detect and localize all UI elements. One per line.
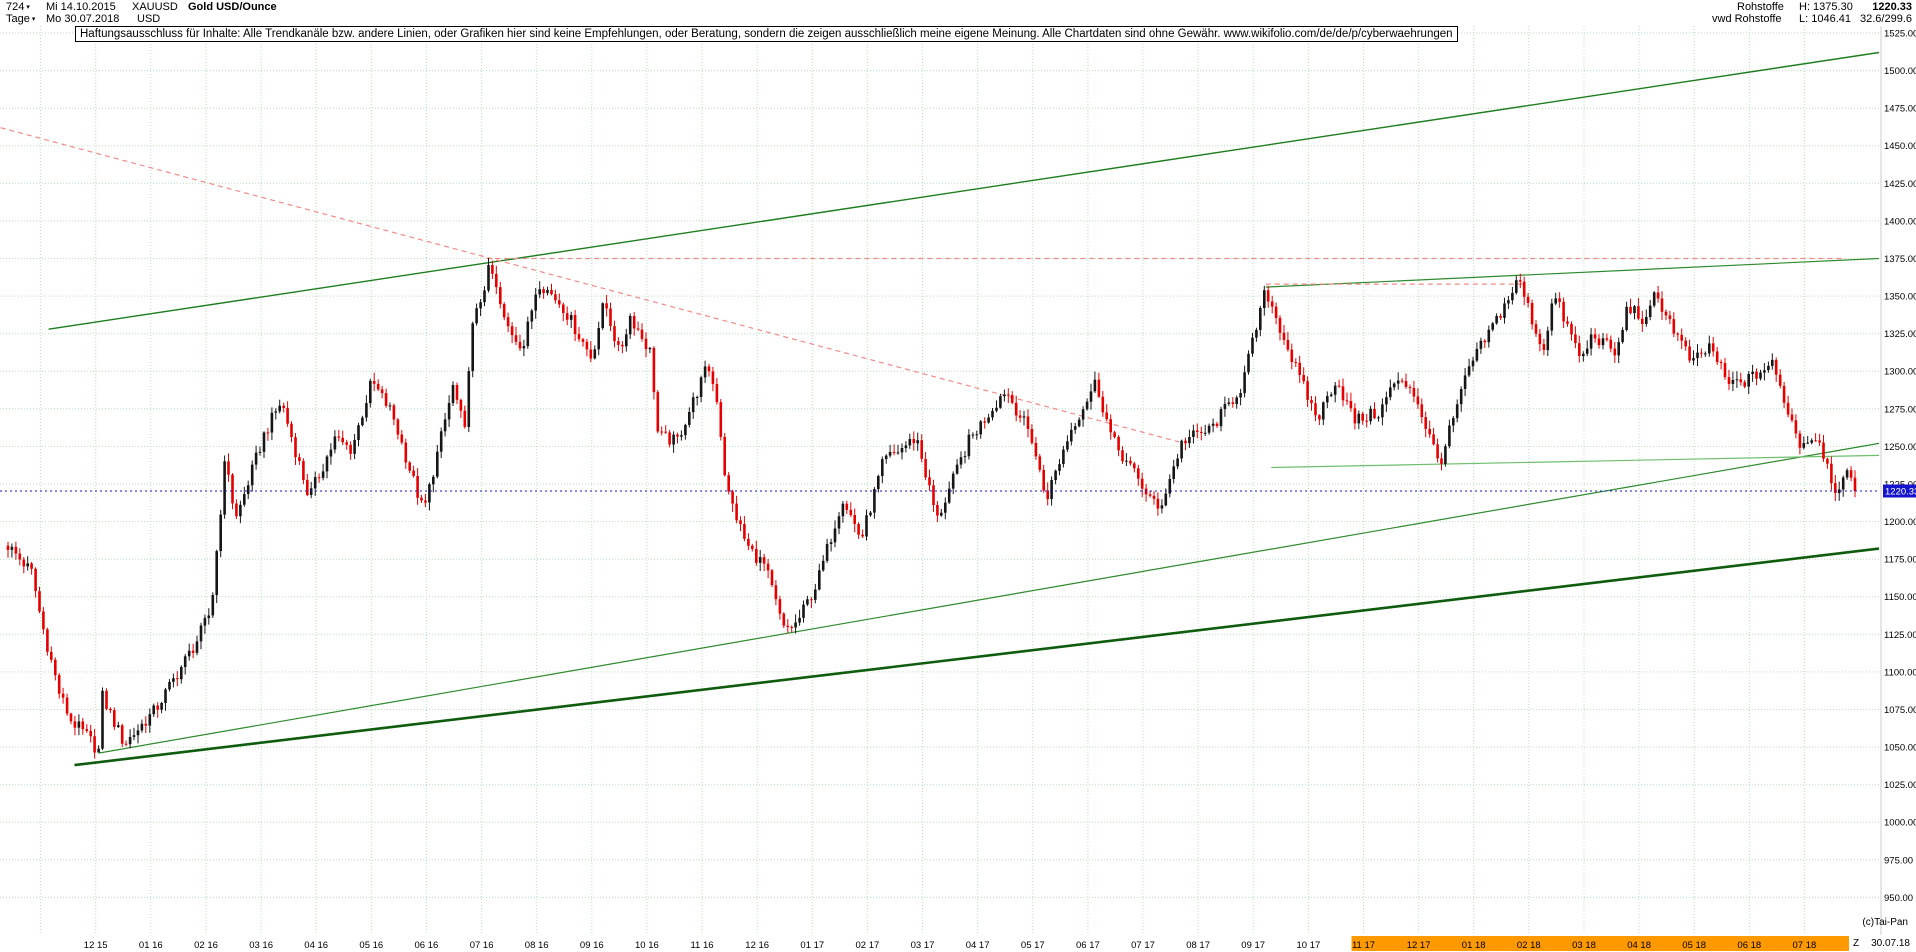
- svg-text:1475.00: 1475.00: [1884, 104, 1916, 115]
- svg-text:1500.00: 1500.00: [1884, 66, 1916, 77]
- bars-count-dropdown[interactable]: 724 ▾: [6, 1, 30, 14]
- instrument-name: Gold USD/Ounce: [188, 1, 277, 13]
- svg-text:1125.00: 1125.00: [1884, 630, 1916, 641]
- trendlines: [0, 51, 1880, 767]
- svg-text:06 16: 06 16: [415, 940, 439, 951]
- highlighted-period: [1351, 936, 1849, 951]
- symbol-label: XAUUSD: [132, 1, 178, 13]
- high-value-label: H: 1375.30: [1799, 1, 1853, 13]
- candles: [6, 258, 1857, 759]
- svg-text:11 16: 11 16: [690, 940, 713, 951]
- copyright-label: (c)Tai-Pan: [1862, 917, 1908, 928]
- svg-text:1425.00: 1425.00: [1884, 179, 1916, 190]
- end-date-label: Mo 30.07.2018: [46, 13, 120, 25]
- svg-text:02 17: 02 17: [856, 940, 880, 951]
- svg-text:05 16: 05 16: [359, 940, 383, 951]
- svg-text:01 17: 01 17: [800, 940, 824, 951]
- trendline-upper-channel: [48, 51, 1880, 330]
- svg-text:1350.00: 1350.00: [1884, 292, 1916, 303]
- svg-text:1525.00: 1525.00: [1884, 29, 1916, 40]
- footer-date-group: Z 30.07.18: [1853, 938, 1910, 949]
- svg-text:11 17: 11 17: [1352, 940, 1375, 951]
- x-axis-labels: 12 15 01 16 02 16 03 16 04 16 05 16 06 16 07 16…: [84, 940, 1816, 951]
- svg-text:975.00: 975.00: [1884, 855, 1913, 866]
- svg-text:12 17: 12 17: [1407, 940, 1431, 951]
- trendline-downtrend-dashed: [0, 127, 1180, 443]
- caret-down-icon: ▾: [26, 4, 30, 11]
- start-date-label: Mi 14.10.2015: [46, 1, 116, 13]
- period-value: Tage: [6, 13, 30, 25]
- svg-text:07 18: 07 18: [1793, 940, 1817, 951]
- svg-text:1375.00: 1375.00: [1884, 254, 1916, 265]
- svg-text:03 16: 03 16: [249, 940, 273, 951]
- svg-text:12 16: 12 16: [745, 940, 769, 951]
- svg-text:07 17: 07 17: [1131, 940, 1155, 951]
- svg-text:06 18: 06 18: [1737, 940, 1761, 951]
- svg-text:1200.00: 1200.00: [1884, 517, 1916, 528]
- svg-text:03 17: 03 17: [911, 940, 935, 951]
- svg-text:04 18: 04 18: [1627, 940, 1651, 951]
- period-dropdown[interactable]: Tage ▾: [6, 13, 35, 26]
- svg-text:1150.00: 1150.00: [1884, 592, 1916, 603]
- svg-text:1450.00: 1450.00: [1884, 141, 1916, 152]
- svg-text:01 18: 01 18: [1462, 940, 1486, 951]
- svg-text:02 16: 02 16: [194, 940, 218, 951]
- svg-text:1025.00: 1025.00: [1884, 780, 1916, 791]
- last-price-label: 1220.33: [1872, 1, 1912, 13]
- svg-text:1100.00: 1100.00: [1884, 667, 1916, 678]
- provider-label: vwd Rohstoffe: [1712, 13, 1782, 25]
- svg-text:07 16: 07 16: [470, 940, 494, 951]
- currency-label: USD: [137, 13, 161, 25]
- svg-text:1250.00: 1250.00: [1884, 442, 1916, 453]
- svg-text:01 16: 01 16: [139, 940, 163, 951]
- svg-text:09 17: 09 17: [1241, 940, 1265, 951]
- change-info-label: 32.6/299.6: [1860, 13, 1912, 25]
- svg-text:06 17: 06 17: [1076, 940, 1100, 951]
- trendline-support-shelf: [1271, 454, 1880, 469]
- svg-text:08 17: 08 17: [1186, 940, 1210, 951]
- low-value-label: L: 1046.41: [1799, 13, 1851, 25]
- svg-text:05 18: 05 18: [1682, 940, 1706, 951]
- svg-text:03 18: 03 18: [1572, 940, 1596, 951]
- zoom-button[interactable]: Z: [1852, 938, 1860, 949]
- svg-text:10 17: 10 17: [1297, 940, 1321, 951]
- svg-text:1175.00: 1175.00: [1884, 555, 1916, 566]
- svg-text:04 17: 04 17: [966, 940, 990, 951]
- svg-text:09 16: 09 16: [580, 940, 604, 951]
- svg-text:04 16: 04 16: [304, 940, 328, 951]
- svg-text:1075.00: 1075.00: [1884, 705, 1916, 716]
- gridlines: [0, 26, 1880, 935]
- caret-down-icon: ▾: [31, 16, 36, 23]
- svg-text:05 17: 05 17: [1021, 940, 1045, 951]
- svg-text:1050.00: 1050.00: [1884, 743, 1916, 754]
- svg-text:1325.00: 1325.00: [1884, 329, 1916, 340]
- svg-text:1275.00: 1275.00: [1884, 404, 1916, 415]
- svg-text:08 16: 08 16: [525, 940, 549, 951]
- svg-text:12 15: 12 15: [84, 940, 108, 951]
- svg-text:1000.00: 1000.00: [1884, 818, 1916, 829]
- y-axis-labels: 1525.00 1500.00 1475.00 1450.00 1425.00 1400.…: [1884, 29, 1916, 904]
- trendline-wedge-top: [1265, 257, 1880, 288]
- svg-text:02 18: 02 18: [1517, 940, 1541, 951]
- svg-text:1300.00: 1300.00: [1884, 367, 1916, 378]
- category-label: Rohstoffe: [1737, 1, 1784, 13]
- svg-text:10 16: 10 16: [635, 940, 659, 951]
- disclaimer-box: Haftungsausschluss für Inhalte: Alle Tre…: [75, 26, 1458, 42]
- trendline-long-term-support: [98, 442, 1880, 754]
- bars-count-value: 724: [6, 1, 25, 13]
- svg-text:1400.00: 1400.00: [1884, 216, 1916, 227]
- svg-text:1220.33: 1220.33: [1885, 487, 1916, 498]
- svg-text:950.00: 950.00: [1884, 893, 1913, 904]
- cursor-date-label: 30.07.18: [1871, 938, 1910, 949]
- trendline-lower-support-thick: [74, 547, 1880, 767]
- current-price-tag: 1220.33: [1883, 484, 1916, 498]
